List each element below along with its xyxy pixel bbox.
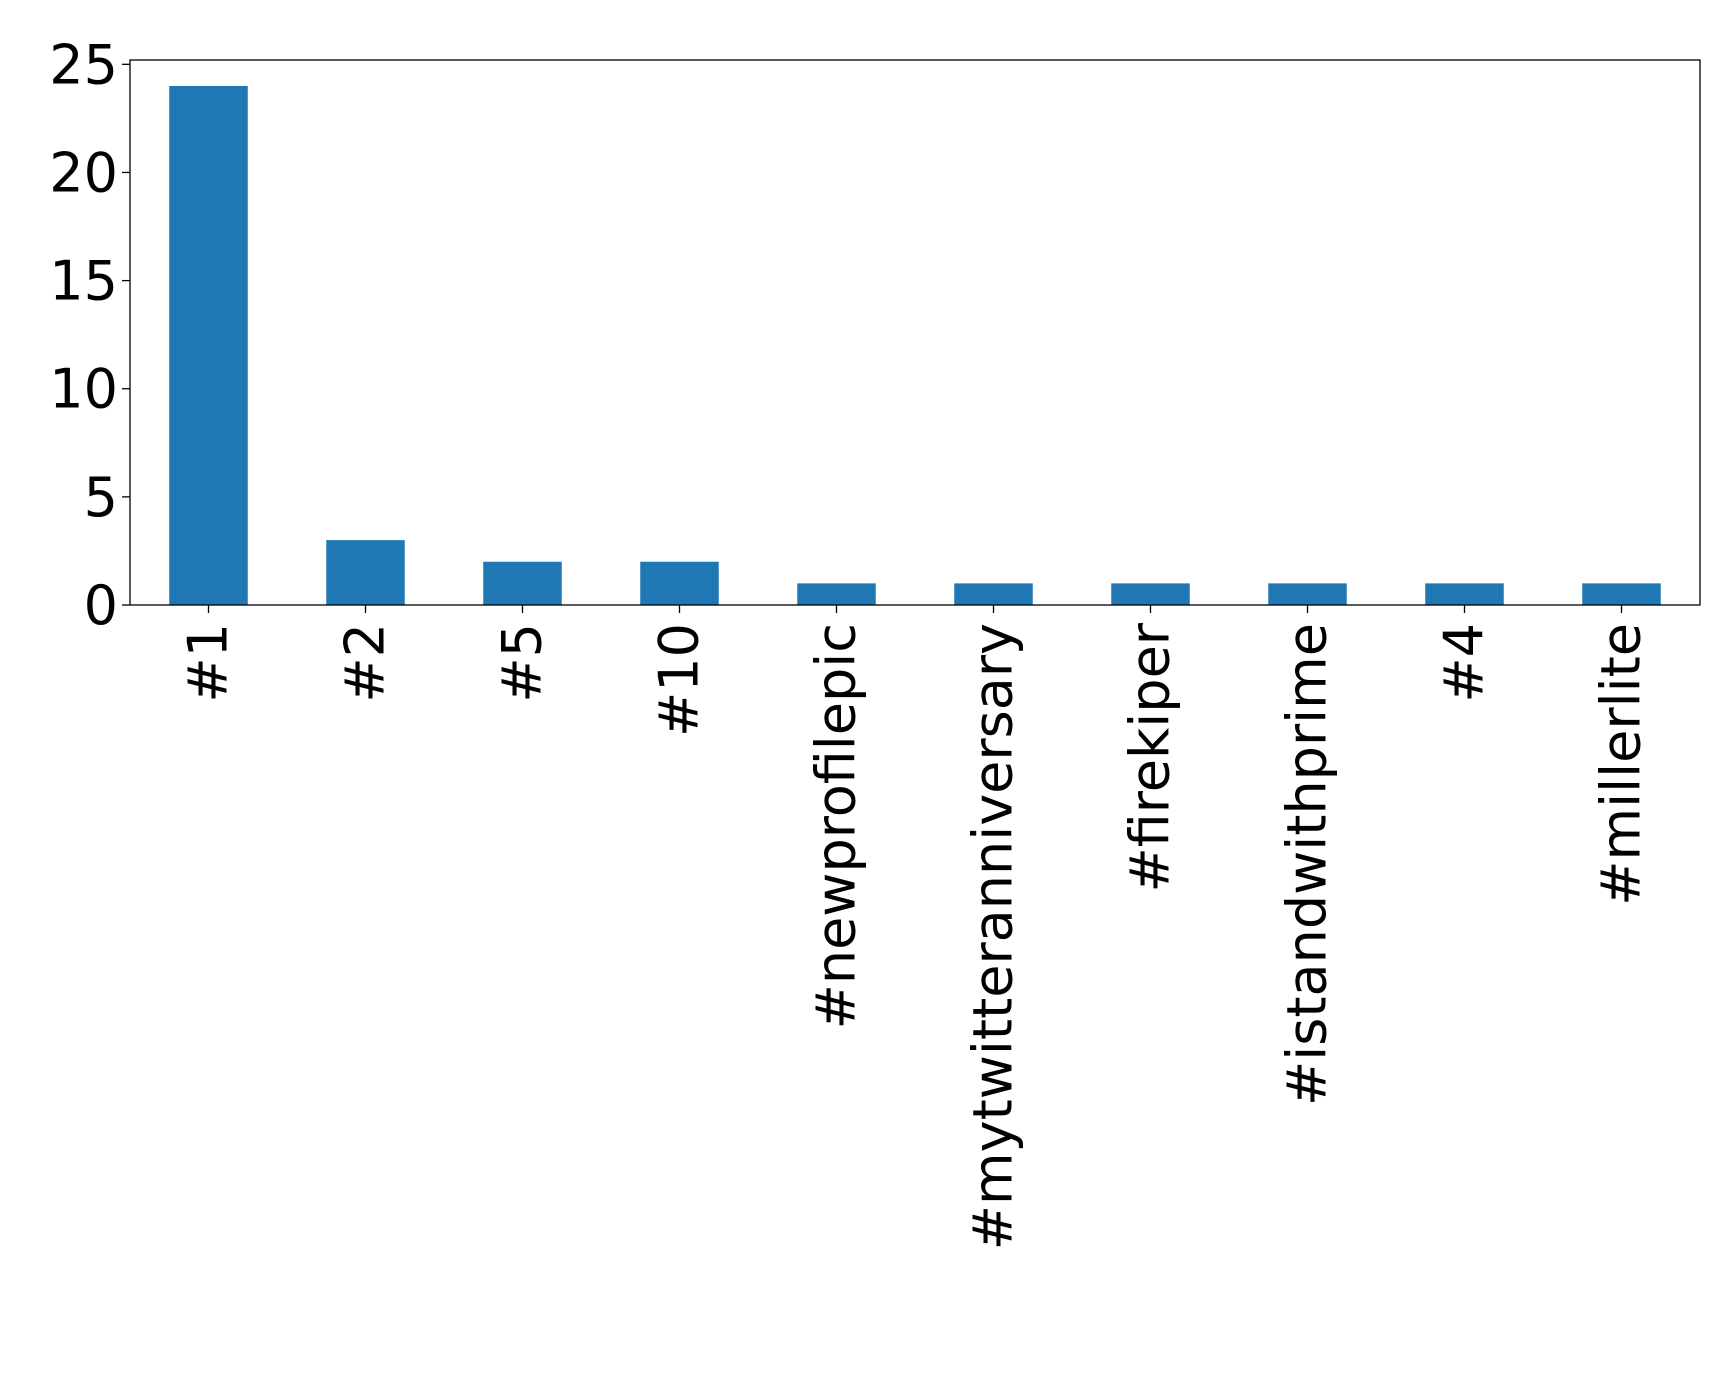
bar — [1582, 583, 1661, 605]
bar — [1425, 583, 1504, 605]
x-tick-label: #millerlite — [1590, 623, 1653, 906]
bar — [1268, 583, 1347, 605]
x-tick-label: #5 — [491, 623, 554, 703]
y-tick-label: 15 — [49, 250, 118, 313]
y-tick-label: 20 — [49, 141, 118, 204]
y-tick-label: 10 — [49, 358, 118, 421]
x-tick-label: #4 — [1433, 623, 1496, 703]
bar — [954, 583, 1033, 605]
y-axis: 0 5 10 15 20 25 — [49, 33, 130, 637]
y-tick-label: 0 — [84, 574, 118, 637]
x-tick-label: #2 — [334, 623, 397, 703]
bar — [483, 561, 562, 605]
y-tick-label: 25 — [49, 33, 118, 96]
x-tick-label: #firekiper — [1119, 622, 1182, 892]
bar — [326, 540, 405, 605]
plot-frame — [129, 59, 1701, 606]
bars-layer — [169, 85, 1661, 605]
bar — [640, 561, 719, 605]
bar — [797, 583, 876, 605]
bar — [1111, 583, 1190, 605]
x-tick-label: #newprofilepic — [805, 623, 868, 1029]
x-axis: #1 #2 #5 #10 #newprofilepic #mytwitteranniver… — [177, 605, 1653, 1250]
bar — [169, 85, 248, 605]
x-tick-label: #1 — [177, 623, 240, 703]
y-tick-label: 5 — [84, 466, 118, 529]
x-tick-label: #istandwithprime — [1276, 623, 1339, 1106]
x-tick-label: #10 — [648, 623, 711, 737]
x-tick-label: #mytwitteranniversary — [962, 623, 1025, 1250]
